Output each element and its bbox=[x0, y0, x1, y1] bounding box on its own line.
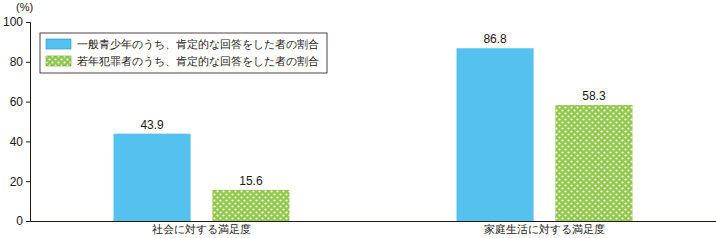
legend: 一般青少年のうち、肯定的な回答をした者の割合若年犯罪者のうち、肯定的な回答をした… bbox=[40, 33, 327, 73]
tick-mark bbox=[26, 181, 30, 182]
data-label: 43.9 bbox=[140, 118, 164, 132]
tick: 60 bbox=[10, 95, 30, 109]
axis-line bbox=[26, 23, 31, 222]
tick-mark bbox=[26, 22, 30, 23]
tick-mark bbox=[26, 141, 30, 142]
tick: 社会に対する満足度 bbox=[152, 223, 251, 236]
tick-label: 0 bbox=[16, 214, 23, 228]
tick: 0 bbox=[16, 214, 30, 228]
bar bbox=[457, 48, 534, 221]
tick-label: 80 bbox=[10, 55, 24, 69]
bar bbox=[555, 105, 632, 221]
legend-label: 若年犯罪者のうち、肯定的な回答をした者の割合 bbox=[77, 55, 319, 68]
tick-label: 100 bbox=[3, 15, 23, 29]
tick-label: 20 bbox=[10, 175, 24, 189]
tick: 40 bbox=[10, 135, 30, 149]
data-label: 15.6 bbox=[239, 174, 263, 188]
bar bbox=[212, 190, 289, 221]
tick-label: 社会に対する満足度 bbox=[152, 223, 251, 236]
bars bbox=[114, 48, 633, 221]
tick-label: 40 bbox=[10, 135, 24, 149]
data-label: 86.8 bbox=[483, 32, 507, 46]
tick-label: 家庭生活に対する満足度 bbox=[484, 223, 605, 236]
tick: 20 bbox=[10, 175, 30, 189]
y-axis: 0 20 40 60 80 100 bbox=[3, 15, 31, 228]
tick: 家庭生活に対する満足度 bbox=[484, 223, 605, 236]
data-label: 58.3 bbox=[582, 89, 606, 103]
legend-box bbox=[40, 33, 327, 73]
axis-line bbox=[31, 221, 716, 222]
chart: 43.9 86.8 15.6 58.3 0 20 40 60 80 100 社会に対する満足度 家庭生… bbox=[0, 0, 716, 238]
bar bbox=[114, 134, 191, 221]
legend-swatch bbox=[46, 39, 71, 49]
legend-label: 一般青少年のうち、肯定的な回答をした者の割合 bbox=[77, 38, 319, 51]
tick-mark bbox=[26, 102, 30, 103]
plot: 43.9 86.8 15.6 58.3 0 20 40 60 80 100 社会に対する満足度 家庭生… bbox=[3, 15, 716, 235]
tick: 80 bbox=[10, 55, 30, 69]
tick-mark bbox=[26, 221, 30, 222]
x-axis: 社会に対する満足度 家庭生活に対する満足度 bbox=[31, 222, 716, 236]
tick: 100 bbox=[3, 15, 30, 29]
axis-title: (%) bbox=[16, 1, 33, 13]
legend-swatch bbox=[46, 56, 71, 66]
tick-mark bbox=[26, 62, 30, 63]
tick-label: 60 bbox=[10, 95, 24, 109]
